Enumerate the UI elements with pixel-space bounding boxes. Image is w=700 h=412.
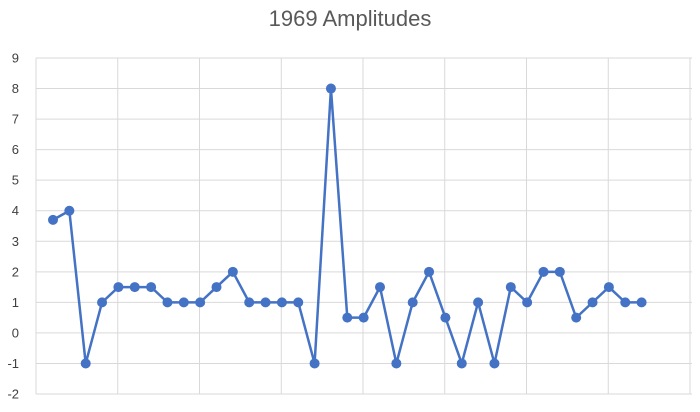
data-point bbox=[424, 266, 435, 277]
data-point bbox=[293, 297, 304, 308]
series-points-group bbox=[48, 83, 647, 369]
data-point bbox=[325, 83, 336, 94]
data-point bbox=[440, 312, 451, 323]
y-tick-label: -2 bbox=[7, 387, 19, 402]
data-point bbox=[571, 312, 582, 323]
data-point bbox=[456, 358, 467, 369]
y-tick-label: 6 bbox=[12, 142, 19, 157]
data-point bbox=[211, 282, 222, 293]
data-point bbox=[162, 297, 173, 308]
chart-title: 1969 Amplitudes bbox=[269, 6, 432, 31]
data-point bbox=[538, 266, 549, 277]
data-point bbox=[375, 282, 385, 293]
data-point bbox=[113, 282, 124, 293]
y-tick-label: 8 bbox=[12, 81, 19, 96]
y-axis-tick-labels: -2 -1 0 1 2 3 4 5 6 7 8 9 bbox=[7, 51, 19, 402]
y-tick-label: 4 bbox=[12, 203, 19, 218]
data-point bbox=[227, 266, 238, 277]
data-point bbox=[97, 297, 108, 308]
data-point bbox=[309, 358, 320, 369]
data-point bbox=[505, 282, 516, 293]
data-point bbox=[603, 282, 614, 293]
data-point bbox=[260, 297, 271, 308]
horizontal-gridlines bbox=[36, 57, 692, 395]
data-point bbox=[146, 282, 157, 293]
y-tick-label: 2 bbox=[12, 264, 19, 279]
data-point bbox=[587, 297, 598, 308]
data-point bbox=[178, 297, 189, 308]
data-point bbox=[620, 297, 631, 308]
y-tick-label: 3 bbox=[12, 234, 19, 249]
data-point bbox=[407, 297, 418, 308]
data-point bbox=[129, 282, 140, 293]
y-tick-label: 1 bbox=[12, 295, 19, 310]
vertical-gridlines bbox=[35, 58, 691, 394]
data-point bbox=[636, 297, 647, 308]
data-point bbox=[554, 266, 565, 277]
data-point bbox=[391, 358, 402, 369]
data-point bbox=[195, 297, 206, 308]
data-point bbox=[48, 214, 58, 225]
data-point bbox=[489, 358, 500, 369]
y-tick-label: 7 bbox=[12, 112, 19, 127]
y-tick-label: -1 bbox=[7, 356, 19, 371]
data-point bbox=[244, 297, 255, 308]
data-point bbox=[64, 205, 75, 216]
data-point bbox=[276, 297, 287, 308]
data-point bbox=[342, 312, 353, 323]
data-point bbox=[473, 297, 484, 308]
data-point bbox=[522, 297, 533, 308]
y-tick-label: 5 bbox=[12, 173, 19, 188]
data-point bbox=[358, 312, 369, 323]
data-point bbox=[80, 358, 91, 369]
y-tick-label: 9 bbox=[12, 51, 19, 66]
y-tick-label: 0 bbox=[12, 325, 19, 340]
